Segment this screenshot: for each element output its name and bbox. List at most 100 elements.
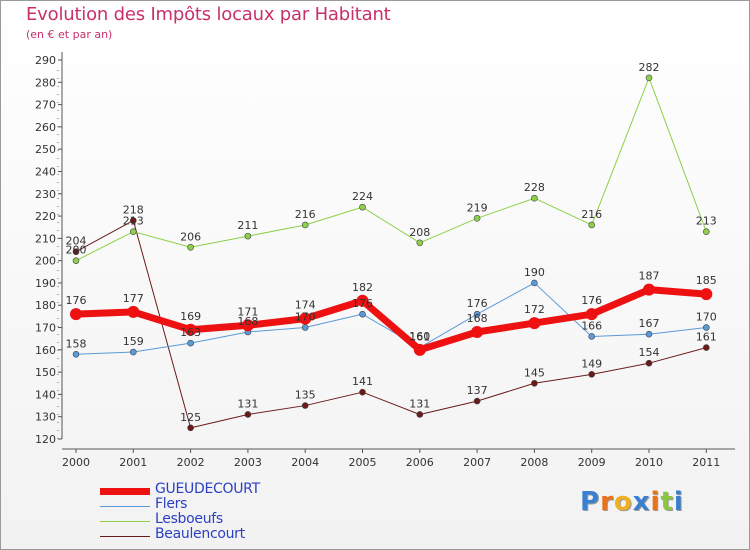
data-label-beaulencourt: 161 (696, 331, 717, 344)
legend-label: Flers (155, 496, 188, 512)
data-label-flers: 170 (295, 311, 316, 324)
point-gueudecourt (528, 317, 541, 330)
data-label-flers: 158 (66, 337, 87, 350)
data-label-lesboeufs: 213 (696, 215, 717, 228)
series-line-gueudecourt (75, 286, 707, 354)
y-tick-label: 130 (35, 411, 56, 424)
data-label-lesboeufs: 200 (66, 244, 87, 257)
point-flers (588, 333, 596, 340)
data-label-beaulencourt: 204 (66, 235, 87, 248)
chart-subtitle: (en € et par an) (26, 28, 113, 41)
point-flers (702, 324, 710, 331)
y-tick-label: 180 (35, 299, 56, 312)
data-label-flers: 159 (123, 335, 144, 348)
data-label-beaulencourt: 131 (409, 397, 430, 410)
point-gueudecourt (413, 343, 426, 356)
y-tick-label: 120 (35, 433, 56, 446)
data-label-lesboeufs: 282 (639, 61, 660, 74)
point-beaulencourt (531, 379, 538, 387)
series-line-beaulencourt (75, 220, 707, 429)
legend-label: Beaulencourt (155, 526, 245, 542)
point-beaulencourt (130, 217, 137, 224)
point-beaulencourt (359, 388, 366, 396)
data-label-beaulencourt: 149 (581, 357, 602, 370)
legend-label: GUEUDECOURT (155, 481, 260, 497)
point-beaulencourt (244, 411, 252, 418)
data-label-gueudecourt: 174 (295, 299, 316, 312)
data-label-gueudecourt: 171 (237, 305, 258, 318)
point-lesboeufs (531, 194, 538, 202)
series-line-flers (75, 282, 707, 355)
point-gueudecourt (585, 308, 598, 321)
logo-letter: t (660, 487, 674, 517)
axes: 120 130 140 150 160 170 180 190 200 210 220 230 240 2… (35, 52, 735, 469)
x-tick-label: 2007 (463, 456, 491, 469)
x-tick-label: 2010 (635, 456, 663, 469)
legend-swatch (100, 535, 150, 537)
y-tick-label: 160 (35, 344, 56, 357)
logo-letter: i (650, 487, 661, 517)
y-tick-label: 230 (35, 188, 56, 201)
data-label-beaulencourt: 141 (352, 375, 373, 388)
point-beaulencourt (301, 402, 309, 409)
y-tick-label: 150 (35, 366, 56, 379)
data-label-gueudecourt: 160 (409, 330, 430, 343)
point-lesboeufs (588, 221, 596, 229)
point-lesboeufs (130, 228, 137, 235)
y-tick-label: 260 (35, 121, 56, 134)
data-label-gueudecourt: 168 (467, 312, 488, 325)
y-tick-label: 280 (35, 76, 56, 89)
logo-letter: r (600, 487, 614, 517)
series-line-lesboeufs (75, 77, 707, 262)
data-labels: 204 218 125 131 135 141 131 137 145 149 154 161 200 2… (66, 61, 717, 424)
x-tick-label: 2011 (692, 456, 720, 469)
data-label-beaulencourt: 218 (123, 204, 144, 217)
legend-swatch (100, 505, 150, 507)
x-tick-label: 2008 (520, 456, 548, 469)
data-label-beaulencourt: 135 (295, 389, 316, 402)
data-label-lesboeufs: 216 (295, 208, 316, 221)
y-tick-label: 210 (35, 232, 56, 245)
y-tick-label: 250 (35, 143, 56, 156)
point-lesboeufs (645, 74, 653, 82)
y-tick-label: 270 (35, 99, 56, 112)
logo-letter: o (613, 487, 633, 517)
data-label-beaulencourt: 125 (180, 411, 201, 424)
point-beaulencourt (473, 397, 481, 405)
data-label-gueudecourt: 176 (581, 294, 602, 307)
data-label-gueudecourt: 185 (696, 274, 717, 287)
data-label-lesboeufs: 208 (409, 226, 430, 239)
y-tick-label: 200 (35, 255, 56, 268)
point-beaulencourt (416, 411, 424, 418)
data-label-gueudecourt: 182 (352, 281, 373, 294)
point-gueudecourt (70, 308, 82, 321)
point-beaulencourt (187, 424, 194, 432)
data-label-lesboeufs: 219 (467, 201, 488, 214)
point-gueudecourt (299, 312, 312, 325)
data-label-beaulencourt: 137 (467, 384, 488, 397)
point-gueudecourt (241, 319, 254, 332)
point-lesboeufs (416, 239, 424, 247)
logo-letter: x (632, 487, 651, 517)
y-tick-label: 140 (35, 388, 56, 401)
y-tick-label: 240 (35, 165, 56, 178)
point-flers (187, 339, 194, 347)
point-lesboeufs (72, 257, 80, 264)
point-flers (531, 279, 538, 287)
logo-letter: i (673, 487, 684, 517)
data-label-lesboeufs: 224 (352, 190, 373, 203)
data-label-lesboeufs: 228 (524, 181, 545, 194)
x-tick-label: 2006 (406, 456, 434, 469)
y-tick-label: 220 (35, 210, 56, 223)
point-lesboeufs (301, 221, 309, 229)
legend-swatch (100, 487, 150, 495)
legend-label: Lesboeufs (155, 511, 223, 527)
data-label-flers: 161 (409, 331, 430, 344)
legend-swatch (100, 520, 150, 522)
x-tick-label: 2000 (62, 456, 90, 469)
data-label-beaulencourt: 154 (639, 346, 660, 359)
data-label-gueudecourt: 169 (180, 310, 201, 323)
data-label-gueudecourt: 172 (524, 303, 545, 316)
